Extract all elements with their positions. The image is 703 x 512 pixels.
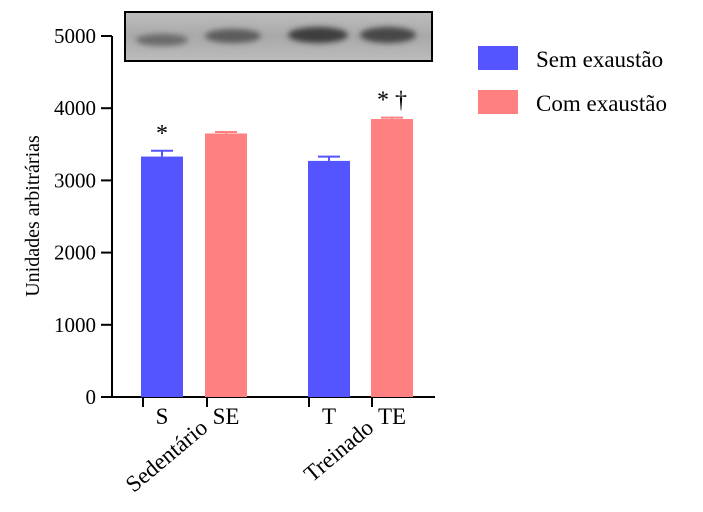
y-ticks: 0 1000 2000 3000 4000 5000 — [54, 24, 112, 409]
legend-swatch-sem-exaustao — [478, 46, 518, 70]
annotations: * * † — [156, 88, 407, 147]
legend-label-sem-exaustao: Sem exaustão — [536, 47, 663, 72]
y-tick-label: 2000 — [54, 241, 96, 265]
y-axis-label: Unidades arbitrárias — [22, 135, 44, 297]
legend-label-com-exaustao: Com exaustão — [536, 91, 667, 116]
category-labels: S SE T TE — [156, 404, 406, 429]
x-tick-label-s: S — [156, 404, 169, 429]
bar-te — [371, 119, 413, 397]
blot-band-s — [136, 34, 188, 46]
bars — [141, 116, 413, 397]
bar-t — [308, 160, 350, 397]
bar-se — [205, 133, 247, 397]
y-tick-label: 4000 — [54, 96, 96, 120]
x-tick-label-t: T — [322, 404, 336, 429]
significance-marker: * † — [377, 88, 407, 114]
western-blot-inset — [124, 11, 433, 62]
y-tick-label: 1000 — [54, 313, 96, 337]
group-label-treinado: Treinado — [299, 415, 378, 487]
legend: Sem exaustão Com exaustão — [478, 46, 667, 116]
y-tick-label: 3000 — [54, 168, 96, 192]
x-tick-label-te: TE — [378, 404, 406, 429]
legend-swatch-com-exaustao — [478, 90, 518, 114]
blot-band-te — [360, 27, 416, 43]
y-tick-label: 0 — [86, 385, 97, 409]
blot-band-t — [288, 27, 348, 43]
bar-s — [141, 156, 183, 397]
y-tick-label: 5000 — [54, 24, 96, 48]
blot-band-se — [205, 29, 261, 43]
x-tick-label-se: SE — [213, 404, 240, 429]
significance-marker: * — [156, 121, 168, 147]
